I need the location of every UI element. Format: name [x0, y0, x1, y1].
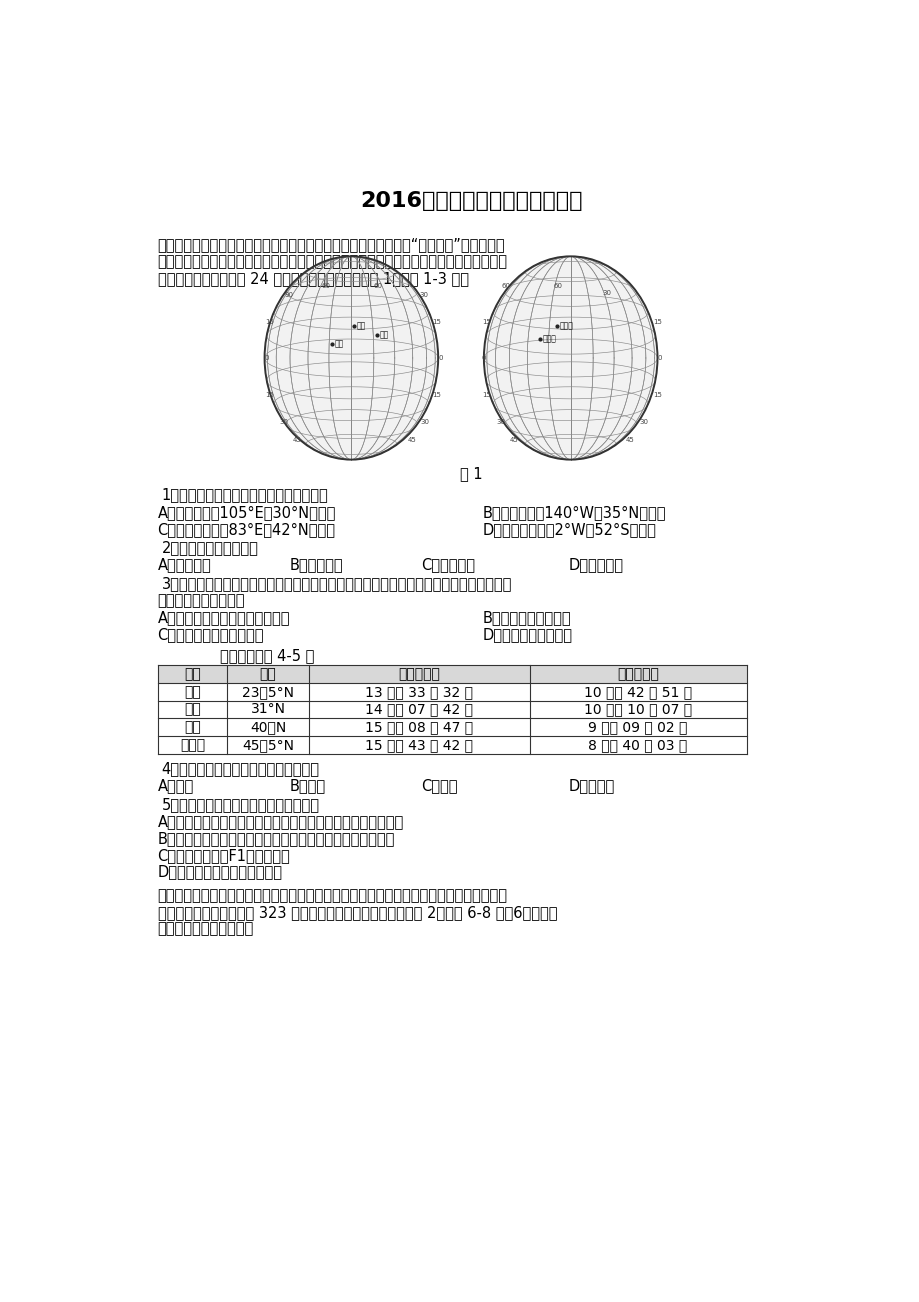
Text: 1．观察图中的经纬线，下列结论正确的是: 1．观察图中的经纬线，下列结论正确的是 [162, 487, 328, 503]
Text: 45: 45 [292, 436, 301, 443]
Text: 城市: 城市 [184, 667, 200, 681]
Text: 0: 0 [482, 355, 485, 361]
Text: A．重庆位于（105°E，30°N）附近: A．重庆位于（105°E，30°N）附近 [157, 505, 335, 519]
Text: 60: 60 [374, 283, 382, 289]
Text: B．迅速占领国际市场: B．迅速占领国际市场 [482, 609, 571, 625]
Text: 哈尔滨: 哈尔滨 [180, 738, 205, 751]
Text: 30: 30 [420, 419, 429, 424]
Text: D．伯明翰位于（2°W，52°S）附近: D．伯明翰位于（2°W，52°S）附近 [482, 522, 656, 536]
Text: 外先进技术，还有利于: 外先进技术，还有利于 [157, 592, 244, 608]
Text: 岭古道的叙述，正确的是: 岭古道的叙述，正确的是 [157, 922, 254, 936]
Text: 15: 15 [432, 392, 440, 398]
Text: 31°N: 31°N [250, 703, 285, 716]
Text: 15: 15 [266, 319, 274, 324]
Text: C．去除国内汽车过剥产能: C．去除国内汽车过剥产能 [157, 626, 264, 642]
Text: 30: 30 [602, 290, 611, 297]
Text: C．北京: C．北京 [421, 779, 457, 793]
Text: 能驾驶技术，在重庆、上海、北京、意大利都灵、日本横滨、英国伯明翰、美国底特律建立: 能驾驶技术，在重庆、上海、北京、意大利都灵、日本横滨、英国伯明翰、美国底特律建立 [157, 254, 507, 270]
Text: 北京: 北京 [357, 322, 366, 331]
Text: 13 小时 33 分 32 秒: 13 小时 33 分 32 秒 [365, 685, 472, 699]
Text: 武汉: 武汉 [184, 703, 200, 716]
Text: 30: 30 [418, 292, 427, 298]
Text: 根据下表完成 4-5 题: 根据下表完成 4-5 题 [220, 648, 313, 663]
Text: 0: 0 [437, 355, 442, 361]
Text: 14 小时 07 分 42 秒: 14 小时 07 分 42 秒 [365, 703, 472, 716]
Text: 60: 60 [321, 283, 330, 289]
Text: 图 1: 图 1 [460, 466, 482, 480]
Text: 40．N: 40．N [250, 720, 286, 734]
Text: 0: 0 [657, 355, 662, 361]
Text: 60: 60 [502, 283, 510, 289]
Text: 60: 60 [553, 283, 562, 289]
Text: 起全球研发格局，实现 24 小时不间断协同研发。读图 1，完成 1-3 题。: 起全球研发格局，实现 24 小时不间断协同研发。读图 1，完成 1-3 题。 [157, 271, 468, 286]
Text: 2．底特律位于伯明翰的: 2．底特律位于伯明翰的 [162, 540, 258, 556]
Text: 重庆: 重庆 [335, 340, 344, 349]
Text: D．西南方向: D．西南方向 [568, 557, 623, 573]
Bar [157, 719, 746, 736]
Text: 冬至日昼长: 冬至日昼长 [617, 667, 658, 681]
Text: 15: 15 [266, 392, 274, 398]
Text: 5．根据表格中的数据做出的正确推断是: 5．根据表格中的数据做出的正确推断是 [162, 797, 319, 812]
Text: A．降低汽车生产原料进口的成本: A．降低汽车生产原料进口的成本 [157, 609, 289, 625]
Text: 9 小时 09 分 02 秒: 9 小时 09 分 02 秒 [588, 720, 687, 734]
Text: 横滨: 横滨 [380, 331, 389, 340]
Text: D．中纬地区冬至日的白昼最长: D．中纬地区冬至日的白昼最长 [157, 865, 282, 880]
Text: 底特律: 底特律 [560, 322, 573, 331]
Text: 4．一年中，白昼时间长短变化最小的楚: 4．一年中，白昼时间长短变化最小的楚 [162, 762, 319, 776]
Text: 45: 45 [625, 436, 634, 443]
Text: 北京: 北京 [184, 720, 200, 734]
Text: 90: 90 [285, 292, 293, 298]
Text: 广州: 广州 [184, 685, 200, 699]
Text: D．减少国内环境污染: D．减少国内环境污染 [482, 626, 573, 642]
Text: 23．5°N: 23．5°N [242, 685, 294, 699]
Text: C．纬度越高冬至F1的白昼越长: C．纬度越高冬至F1的白昼越长 [157, 848, 290, 863]
Text: 15 小时 08 分 47 秒: 15 小时 08 分 47 秒 [365, 720, 472, 734]
Text: 8 小时 40 分 03 秒: 8 小时 40 分 03 秒 [588, 738, 687, 751]
Text: B．武汉: B．武汉 [289, 779, 325, 793]
Bar [157, 684, 746, 700]
Text: 15: 15 [482, 319, 491, 324]
Bar [157, 736, 746, 754]
Text: 3．长安汽车把研发机构建立在世界汽车工业发达的地区，不仅有利于通过国际协作引进国: 3．长安汽车把研发机构建立在世界汽车工业发达的地区，不仅有利于通过国际协作引进国 [162, 575, 511, 591]
Text: B．广州与武汉同北京与哈尔滨夏至日昼长相差时间较为接近: B．广州与武汉同北京与哈尔滨夏至日昼长相差时间较为接近 [157, 831, 394, 846]
Bar [157, 700, 746, 719]
Text: A．广州、武汉、北京、哈尔滨夏至日昼长依次递减的时间相同: A．广州、武汉、北京、哈尔滨夏至日昼长依次递减的时间相同 [157, 814, 403, 829]
Text: C．东南方向: C．东南方向 [421, 557, 474, 573]
Text: C．底特律位于（83°E，42°N）附近: C．底特律位于（83°E，42°N）附近 [157, 522, 335, 536]
Text: 长安汽车是最大的中国品牌汽车企业，坚持科技创新，推进以“无人驾驶”为代表的智: 长安汽车是最大的中国品牌汽车企业，坚持科技创新，推进以“无人驾驶”为代表的智 [157, 237, 505, 253]
Text: 0: 0 [265, 355, 269, 361]
Bar [157, 665, 746, 684]
Text: 45: 45 [509, 436, 518, 443]
Text: 30: 30 [496, 419, 505, 424]
Text: B．横滨位于（140°W，35°N）附近: B．横滨位于（140°W，35°N）附近 [482, 505, 666, 519]
Text: 2016年广东省初中地理学业考试: 2016年广东省初中地理学业考试 [360, 191, 582, 211]
Text: 10 小时 42 分 51 秒: 10 小时 42 分 51 秒 [584, 685, 691, 699]
Text: 30: 30 [279, 419, 289, 424]
Text: 梅岭古道如越南岭山脉，被誉为古代的京广线，贫是我国南北交通的要道。随着现代交: 梅岭古道如越南岭山脉，被誉为古代的京广线，贫是我国南北交通的要道。随着现代交 [157, 888, 507, 902]
Text: 15: 15 [652, 319, 661, 324]
Text: 10 小时 10 分 07 秒: 10 小时 10 分 07 秒 [584, 703, 691, 716]
Text: 45: 45 [407, 436, 415, 443]
Ellipse shape [483, 256, 657, 460]
Text: A．广州: A．广州 [157, 779, 194, 793]
Text: B．西北方向: B．西北方向 [289, 557, 343, 573]
Text: 夏至日昼长: 夏至日昼长 [398, 667, 439, 681]
Text: 15: 15 [482, 392, 491, 398]
Text: 纬度: 纬度 [259, 667, 276, 681]
Text: 通状况的改善，先后又有 323 阁道和韶赣高速经过该地区。读图 2，完成 6-8 题。6．关于梅: 通状况的改善，先后又有 323 阁道和韶赣高速经过该地区。读图 2，完成 6-8… [157, 905, 557, 919]
Text: 伯明翰: 伯明翰 [542, 335, 556, 344]
Text: 30: 30 [639, 419, 648, 424]
Text: 15: 15 [432, 319, 440, 324]
Text: 15: 15 [652, 392, 661, 398]
Text: A．东北方向: A．东北方向 [157, 557, 211, 573]
Text: D．哈尔滨: D．哈尔滨 [568, 779, 614, 793]
Ellipse shape [265, 256, 437, 460]
Text: 15 小时 43 分 42 秒: 15 小时 43 分 42 秒 [365, 738, 472, 751]
Text: 45．5°N: 45．5°N [242, 738, 294, 751]
